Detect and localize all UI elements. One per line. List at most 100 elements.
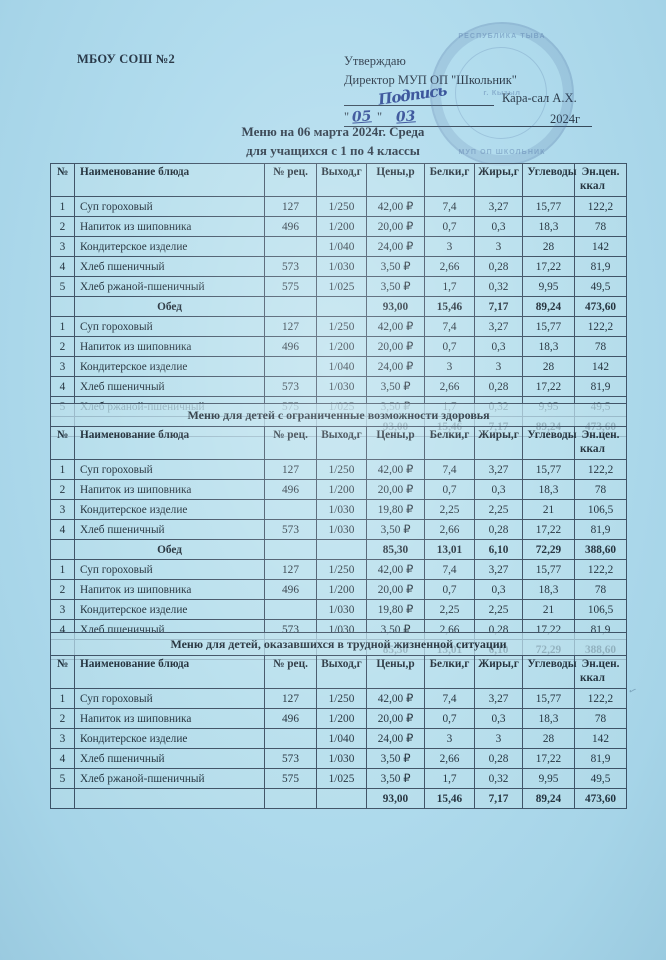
dish-fat: 0,3 — [474, 579, 523, 600]
dish-fat: 2,25 — [474, 599, 523, 620]
dish-number: 5 — [50, 768, 75, 789]
dish-name: Кондитерское изделие — [74, 728, 265, 749]
table-row: 2 Напиток из шиповника 496 1/200 20,00 ₽0,7 0… — [50, 479, 628, 500]
dish-kcal: 142 — [574, 236, 627, 257]
dish-protein: 0,7 — [424, 579, 475, 600]
dish-carb: 21 — [522, 499, 575, 520]
col-kcal-line1: Эн.цен. — [581, 429, 620, 441]
table-row: 3 Кондитерское изделие 1/040 24,00 ₽3 3 28 142 — [50, 728, 627, 749]
table-row: 3 Кондитерское изделие 1/040 24,00 ₽3 3 28 142 — [50, 356, 627, 377]
menu-table-disabilities: Меню для детей с ограниченные возможност… — [49, 403, 628, 660]
dish-kcal: 81,9 — [574, 376, 627, 397]
total-output-empty — [316, 539, 367, 560]
dish-kcal: 122,2 — [574, 688, 627, 709]
dish-recipe-number: 496 — [264, 216, 317, 237]
col-name: Наименование блюда — [74, 163, 265, 197]
dish-protein: 2,25 — [424, 599, 475, 620]
dish-recipe-number: 573 — [264, 748, 317, 769]
dish-name: Напиток из шиповника — [74, 336, 265, 357]
dish-fat: 0,28 — [474, 748, 523, 769]
dish-kcal: 122,2 — [573, 459, 628, 480]
col-carb-label: Углеводы — [527, 166, 577, 178]
dish-output: 1/200 — [316, 579, 367, 600]
dish-recipe-number — [264, 599, 317, 620]
table-row: 1 Суп гороховый 127 1/250 42,00 ₽7,4 3,27 15,7… — [50, 688, 627, 709]
page-subtitle: для учащихся с 1 по 4 классы — [246, 143, 420, 158]
dish-protein: 1,7 — [424, 276, 475, 297]
dish-price: 3,50 ₽ — [366, 276, 425, 297]
col-kcal-line2: ккал — [580, 443, 605, 455]
dish-fat: 0,28 — [474, 376, 523, 397]
dish-number: 3 — [50, 599, 75, 620]
dish-output: 1/200 — [316, 708, 367, 729]
director-name: Кара-сал А.Х. — [502, 91, 577, 105]
dish-output: 1/040 — [316, 236, 367, 257]
col-kcal-line2: ккал — [580, 180, 605, 192]
table-row: 2 Напиток из шиповника 496 1/200 20,00 ₽0,7 0… — [50, 708, 627, 729]
table-row: 3 Кондитерское изделие 1/030 19,80 ₽2,25 2,2… — [50, 599, 628, 620]
dish-kcal: 81,9 — [574, 748, 627, 769]
dish-fat: 2,25 — [474, 499, 523, 520]
col-name: Наименование блюда — [74, 655, 265, 689]
total-protein: 13,01 — [424, 539, 475, 560]
col-carb: Углеводы — [522, 426, 577, 460]
dish-fat: 0,28 — [474, 519, 523, 540]
dish-carb: 17,22 — [522, 748, 575, 769]
col-recipe: № рец. — [264, 163, 317, 197]
date-underline — [344, 126, 592, 127]
dish-recipe-number — [264, 499, 317, 520]
page-title: Меню на 06 марта 2024г. Среда — [241, 124, 425, 139]
dish-price: 24,00 ₽ — [366, 236, 425, 257]
dish-output: 1/025 — [316, 768, 367, 789]
dish-output: 1/250 — [316, 316, 367, 337]
dish-number: 2 — [50, 708, 75, 729]
dish-kcal: 81,9 — [573, 519, 628, 540]
dish-name: Кондитерское изделие — [74, 599, 265, 620]
dish-output: 1/025 — [316, 276, 367, 297]
dish-price: 42,00 ₽ — [366, 459, 425, 480]
dish-protein: 0,7 — [424, 336, 475, 357]
quote-close: " — [377, 110, 383, 124]
dish-number: 1 — [50, 196, 75, 217]
col-fat: Жиры,г — [474, 655, 523, 689]
dish-carb: 28 — [522, 236, 575, 257]
dish-protein: 0,7 — [424, 708, 475, 729]
dish-fat: 3,27 — [474, 559, 523, 580]
dish-output: 1/200 — [316, 479, 367, 500]
dish-kcal: 106,5 — [573, 499, 628, 520]
col-num: № — [50, 655, 75, 689]
total-recipe-empty — [264, 296, 317, 317]
table-row: 3 Кондитерское изделие 1/030 19,80 ₽2,25 2,2… — [50, 499, 628, 520]
table-header-row: № Наименование блюда № рец. Выход,г Цены… — [50, 163, 627, 197]
dish-fat: 3,27 — [474, 459, 523, 480]
dish-number: 5 — [50, 276, 75, 297]
dish-price: 3,50 ₽ — [366, 376, 425, 397]
col-fat: Жиры,г — [474, 426, 523, 460]
table-row: 1 Суп гороховый 127 1/250 42,00 ₽7,4 3,27 15,7… — [50, 316, 627, 337]
dish-output: 1/030 — [316, 376, 367, 397]
dish-fat: 0,3 — [474, 336, 523, 357]
col-output: Выход,г — [316, 655, 367, 689]
dish-output: 1/030 — [316, 519, 367, 540]
table-row: 3 Кондитерское изделие 1/040 24,00 ₽3 3 28 142 — [50, 236, 627, 257]
dish-price: 3,50 ₽ — [366, 748, 425, 769]
dish-price: 3,50 ₽ — [366, 519, 425, 540]
dish-name: Суп гороховый — [74, 316, 265, 337]
dish-name: Хлеб пшеничный — [74, 519, 265, 540]
total-price: 85,30 — [366, 539, 425, 560]
dish-price: 24,00 ₽ — [366, 728, 425, 749]
dish-recipe-number: 496 — [264, 579, 317, 600]
col-output: Выход,г — [316, 163, 367, 197]
dish-carb: 18,3 — [522, 216, 575, 237]
dish-fat: 0,3 — [474, 708, 523, 729]
table-body: 1 Суп гороховый 127 1/250 42,00 ₽7,4 3,27 15,7… — [50, 459, 628, 660]
dish-price: 42,00 ₽ — [366, 688, 425, 709]
dish-name: Кондитерское изделие — [74, 236, 265, 257]
dish-output: 1/250 — [316, 459, 367, 480]
stamp-top-text: РЕСПУБЛИКА ТЫВА — [458, 33, 546, 40]
dish-protein: 2,66 — [424, 519, 475, 540]
dish-output: 1/250 — [316, 196, 367, 217]
col-carb-label: Углеводы — [527, 429, 577, 441]
dish-fat: 0,3 — [474, 479, 523, 500]
